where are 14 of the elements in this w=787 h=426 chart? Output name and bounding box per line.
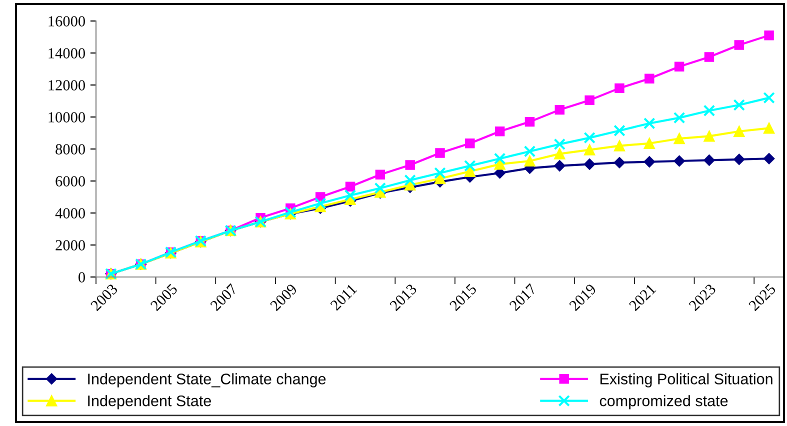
y-tick-label: 6000	[56, 176, 85, 186]
y-tick-label: 10000	[48, 112, 85, 122]
legend-label: compromized state	[600, 395, 728, 410]
y-tick-label: 2000	[56, 240, 85, 250]
y-tick-label: 12000	[48, 80, 85, 90]
y-tick-label: 4000	[55, 208, 85, 218]
y-tick-label: 16000	[48, 16, 85, 26]
legend-label: Independent State	[88, 395, 211, 410]
x-tick-label: 2011	[330, 284, 358, 311]
legend-label: Existing Political Situation	[600, 373, 772, 388]
y-tick-label: 8000	[56, 144, 85, 154]
y-tick-label: 14000	[48, 48, 85, 58]
y-tick-label: 0	[78, 272, 85, 282]
legend-label: Independent State_Climate change	[88, 373, 326, 388]
